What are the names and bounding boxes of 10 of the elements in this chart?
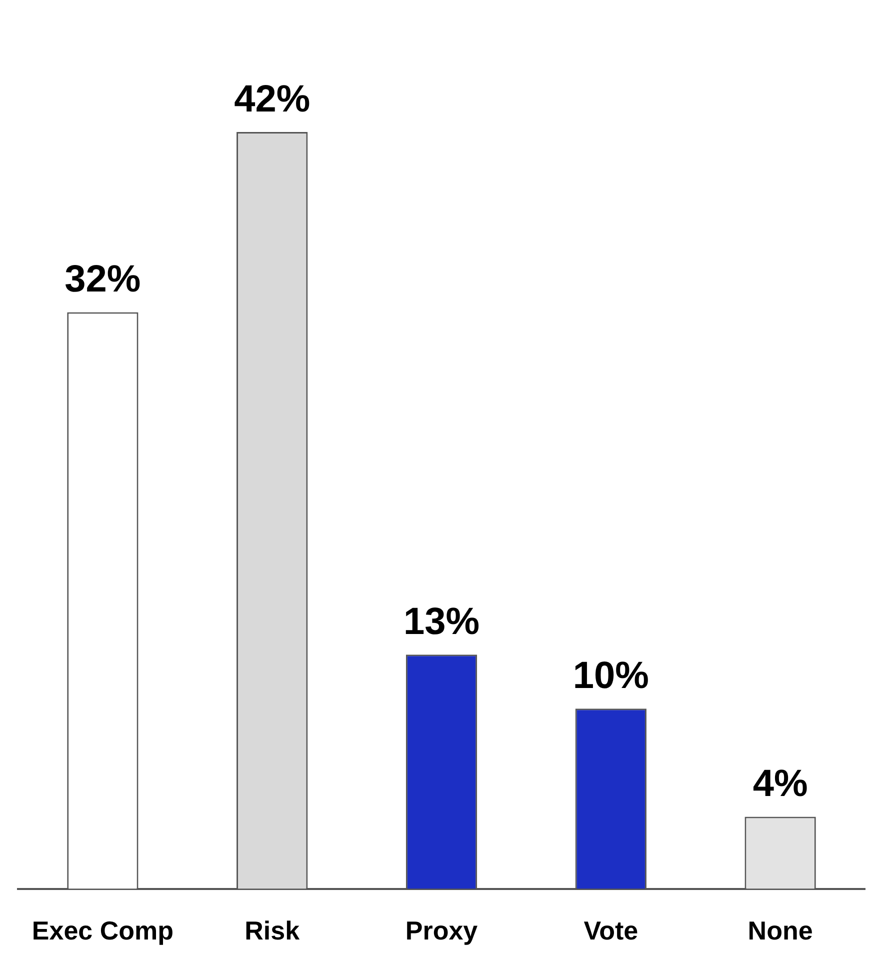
data-label: 10% [572,655,649,698]
x-tick-label: None [748,916,813,946]
x-tick-label: Risk [244,916,300,946]
data-label: 13% [403,601,480,644]
x-tick-label: Proxy [405,916,478,946]
x-tick-label: Exec Comp [32,916,174,946]
data-label: 4% [752,763,808,806]
x-tick-label: Vote [584,916,638,946]
data-label: 42% [234,78,310,121]
data-label: 32% [64,258,141,301]
